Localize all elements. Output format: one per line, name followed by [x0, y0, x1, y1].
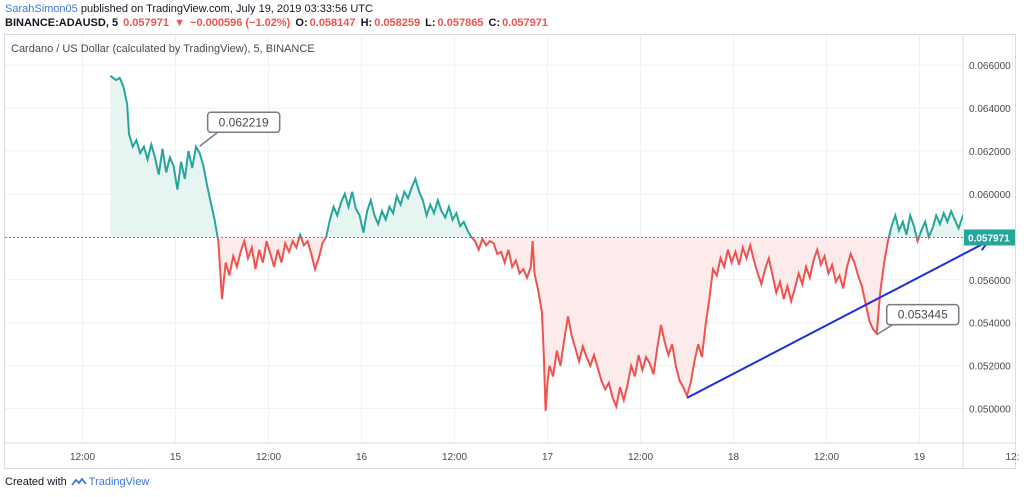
x-tick-label: 19: [914, 452, 926, 463]
high-label: H:: [360, 17, 373, 29]
high-value: 0.058259: [374, 17, 421, 29]
x-tick-label: 12:00: [256, 452, 281, 463]
quote-line: BINANCE:ADAUSD, 5 0.057971 ▼ −0.000596 (…: [5, 16, 1015, 30]
y-tick-label: 0.062000: [969, 147, 1011, 158]
x-tick-label: 12:00: [814, 452, 839, 463]
author-link[interactable]: SarahSimon05: [5, 3, 78, 15]
published-text: published on TradingView.com, July 19, 2…: [77, 3, 373, 15]
symbol-label: BINANCE:ADAUSD, 5: [5, 17, 119, 29]
last-price-label: 0.057971: [968, 233, 1010, 244]
y-tick-label: 0.064000: [969, 104, 1011, 115]
chart-title: Cardano / US Dollar (calculated by Tradi…: [11, 43, 315, 55]
series-line-down: [216, 237, 930, 411]
publish-line: SarahSimon05 published on TradingView.co…: [5, 2, 1015, 16]
y-tick-label: 0.050000: [969, 405, 1011, 416]
callout-label: 0.053445: [898, 308, 948, 322]
y-tick-label: 0.052000: [969, 362, 1011, 373]
chart-frame: [4, 34, 1016, 469]
footer: Created with TradingView: [5, 476, 149, 488]
y-tick-label: 0.054000: [969, 319, 1011, 330]
down-arrow-icon: ▼: [174, 17, 185, 29]
created-with-text: Created with: [5, 476, 67, 488]
y-tick-label: 0.066000: [969, 61, 1011, 72]
chart-header: SarahSimon05 published on TradingView.co…: [5, 2, 1015, 30]
callout-pointer: [876, 323, 905, 336]
x-tick-label: 12:: [1006, 452, 1020, 463]
callout-box[interactable]: [885, 303, 960, 326]
area-below-baseline: [217, 237, 919, 411]
open-label: O:: [295, 17, 308, 29]
x-tick-label: 18: [728, 452, 740, 463]
trend-line[interactable]: [686, 240, 989, 399]
low-label: L:: [425, 17, 436, 29]
tradingview-brand-link[interactable]: TradingView: [71, 476, 150, 488]
callout-box[interactable]: [206, 111, 281, 134]
x-tick-label: 17: [542, 452, 554, 463]
tradingview-logo-icon: [71, 477, 87, 486]
low-value: 0.057865: [437, 17, 484, 29]
x-tick-label: 12:00: [70, 452, 95, 463]
last-price-badge: [964, 229, 1015, 246]
price-change: −0.000596 (−1.02%): [190, 17, 291, 29]
x-tick-label: 12:00: [628, 452, 653, 463]
close-label: C:: [488, 17, 501, 29]
callout-pointer: [199, 131, 230, 147]
x-tick-label: 16: [356, 452, 368, 463]
callout-label: 0.062219: [219, 115, 269, 129]
x-tick-label: 12:00: [442, 452, 467, 463]
close-value: 0.057971: [502, 17, 548, 29]
y-tick-label: 0.060000: [969, 190, 1011, 201]
x-tick-label: 15: [170, 452, 182, 463]
y-tick-label: 0.056000: [969, 276, 1011, 287]
tradingview-brand: TradingView: [88, 476, 150, 488]
open-value: 0.058147: [309, 17, 356, 29]
last-price: 0.057971: [123, 17, 170, 29]
area-above-baseline: [110, 75, 963, 238]
